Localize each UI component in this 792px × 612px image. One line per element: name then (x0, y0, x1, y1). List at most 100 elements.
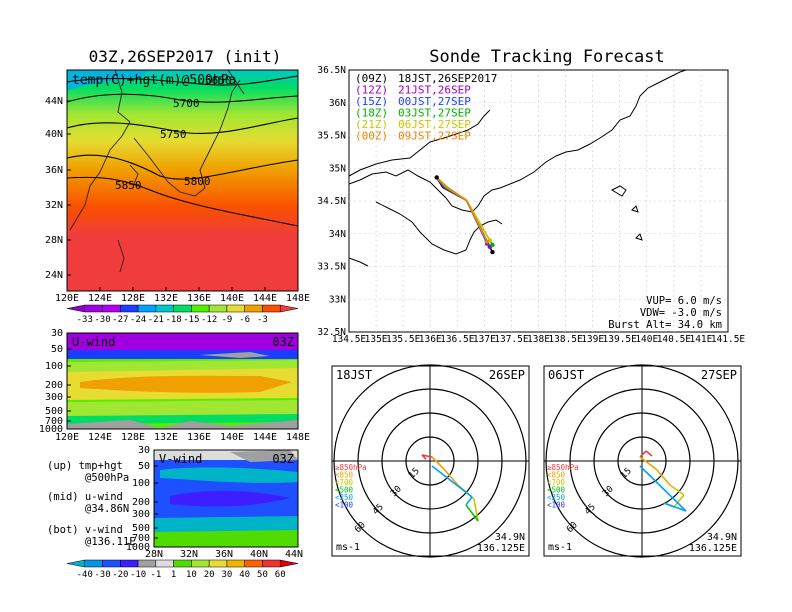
legend-code: (21Z) (355, 118, 388, 131)
hodo-date: 27SEP (701, 368, 737, 382)
vwind-label: V-wind (159, 452, 202, 466)
legend-time: 03JST,27SEP (398, 107, 471, 120)
legend-time: 00JST,27SEP (398, 95, 471, 108)
hodo-legend-label: ≥850hPa (335, 463, 367, 472)
lat-tick-label: 40N (45, 129, 63, 140)
hodograph-segment (431, 456, 443, 468)
pressure-tick-label: 30 (138, 445, 150, 456)
info-burst: Burst Alt= 34.0 km (608, 319, 722, 331)
hodo-legend-label: <500 (335, 486, 354, 495)
colorbar-swatch (66, 304, 86, 313)
lon-tick-label: 135.5E (386, 334, 421, 345)
landing-point (490, 249, 495, 255)
legend-time: 06JST,27SEP (398, 118, 471, 131)
hodo-time: 18JST (336, 368, 372, 382)
hodo-date: 26SEP (489, 368, 525, 382)
lon-tick-label: 136.5E (440, 334, 475, 345)
colorbar-swatch (279, 559, 299, 568)
track-map: (09Z) 18JST,26SEP2017 (12Z) 21JST,26SEP (15Z… (317, 65, 745, 345)
hodo-legend-label: <100 (547, 501, 566, 510)
note-top-a: (up) tmp+hgt (47, 460, 123, 472)
lon-tick-label: 138.5E (548, 334, 583, 345)
note-bot-b: @136.11E (85, 536, 136, 548)
lat-tick-label: 35N (329, 163, 346, 174)
info-vup: VUP= 6.0 m/s (646, 295, 722, 307)
colorbar-swatch (279, 304, 299, 313)
lat-tick-label: 32.5N (317, 327, 346, 338)
launch-point (434, 175, 439, 180)
hodograph-segment (655, 468, 671, 486)
pressure-tick-label: 50 (138, 461, 150, 472)
colorbar-label: 40 (239, 570, 250, 580)
colorbar-swatch (137, 559, 157, 568)
pressure-tick-label: 300 (132, 509, 150, 520)
pressure-tick-label: 1000 (126, 542, 150, 553)
hodograph-segment (473, 498, 479, 522)
colorbar-swatch (191, 559, 210, 568)
hodograph-segment (639, 450, 647, 458)
hodo-lat: 34.9N (707, 532, 737, 543)
colorbar-label: 60 (275, 570, 286, 580)
lon-tick-label: 141E (689, 334, 712, 345)
colorbar-swatch (120, 559, 139, 568)
legend-code: (12Z) (355, 84, 388, 97)
colorbar-label: -12 (201, 315, 217, 325)
hodo-legend-label: <700 (547, 478, 566, 487)
vwind-time: 03Z (272, 452, 294, 466)
colorbar-swatch (173, 304, 192, 313)
colorbar-label: 1 (171, 570, 176, 580)
lon-tick-label: 120E (55, 432, 79, 443)
colorbar-label: -27 (112, 315, 128, 325)
hodograph-segment (669, 484, 685, 496)
hodo-legend-label: <850 (547, 471, 566, 480)
colorbar-swatch (84, 559, 103, 568)
colorbar-label: -21 (148, 315, 164, 325)
lon-tick-label: 120E (55, 293, 79, 304)
colorbar-swatch (226, 304, 245, 313)
legend-code: (00Z) (355, 130, 388, 143)
colorbar-swatch (66, 559, 86, 568)
lat-tick-label: 33.5N (317, 262, 346, 273)
hodograph-segment (431, 465, 473, 498)
lat-tick-label: 35.5N (317, 131, 346, 142)
temperature-colorbar: -33 -30 -27 -24 -21 -18 -15 -12 -9 -6 -3 (66, 304, 299, 325)
lon-tick-label: 139.5E (603, 334, 638, 345)
hodo-legend-label: ≥850hPa (547, 463, 579, 472)
lat-tick-label: 36N (45, 165, 63, 176)
colorbar-swatch (262, 559, 281, 568)
height-contours (66, 75, 299, 227)
lon-tick-label: 132E (154, 293, 178, 304)
hodo-lat: 34.9N (495, 532, 525, 543)
lon-tick-label: 148E (286, 293, 310, 304)
wind-colorbar: -40 -30 -20 -10 -1 1 10 20 30 40 50 60 (66, 559, 299, 580)
lon-tick-label: 132E (154, 432, 178, 443)
hodo-lon: 136.125E (689, 543, 737, 554)
panel-notes: (up) tmp+hgt @500hPa (mid) u-wind @34.86… (47, 460, 136, 548)
lon-tick-label: 141.5E (711, 334, 746, 345)
legend-time: 18JST,26SEP2017 (398, 72, 497, 85)
colorbar-swatch (208, 304, 228, 313)
colorbar-label: 20 (204, 570, 215, 580)
pressure-tick-label: 100 (132, 478, 150, 489)
lat-tick-label: 34N (329, 229, 346, 240)
lon-tick-label: 128E (121, 293, 145, 304)
pressure-tick-label: 200 (45, 380, 63, 391)
track-line (436, 176, 488, 242)
hodo-lon: 136.125E (477, 543, 525, 554)
lat-tick-label: 33N (329, 294, 346, 305)
colorbar-swatch (120, 304, 139, 313)
colorbar-swatch (244, 304, 263, 313)
hodo-legend-label: <700 (335, 478, 354, 487)
lat-tick-label: 44N (285, 549, 303, 560)
lon-tick-label: 128E (121, 432, 145, 443)
lat-tick-label: 32N (45, 200, 63, 211)
colorbar-swatch (102, 304, 121, 313)
lon-tick-label: 140E (220, 432, 244, 443)
info-vdw: VDW= -3.0 m/s (640, 307, 722, 319)
track-paths (434, 175, 495, 255)
map500-contour-labels: 5650 5700 5750 5800 5850 (115, 74, 232, 192)
colorbar-swatch (208, 559, 228, 568)
